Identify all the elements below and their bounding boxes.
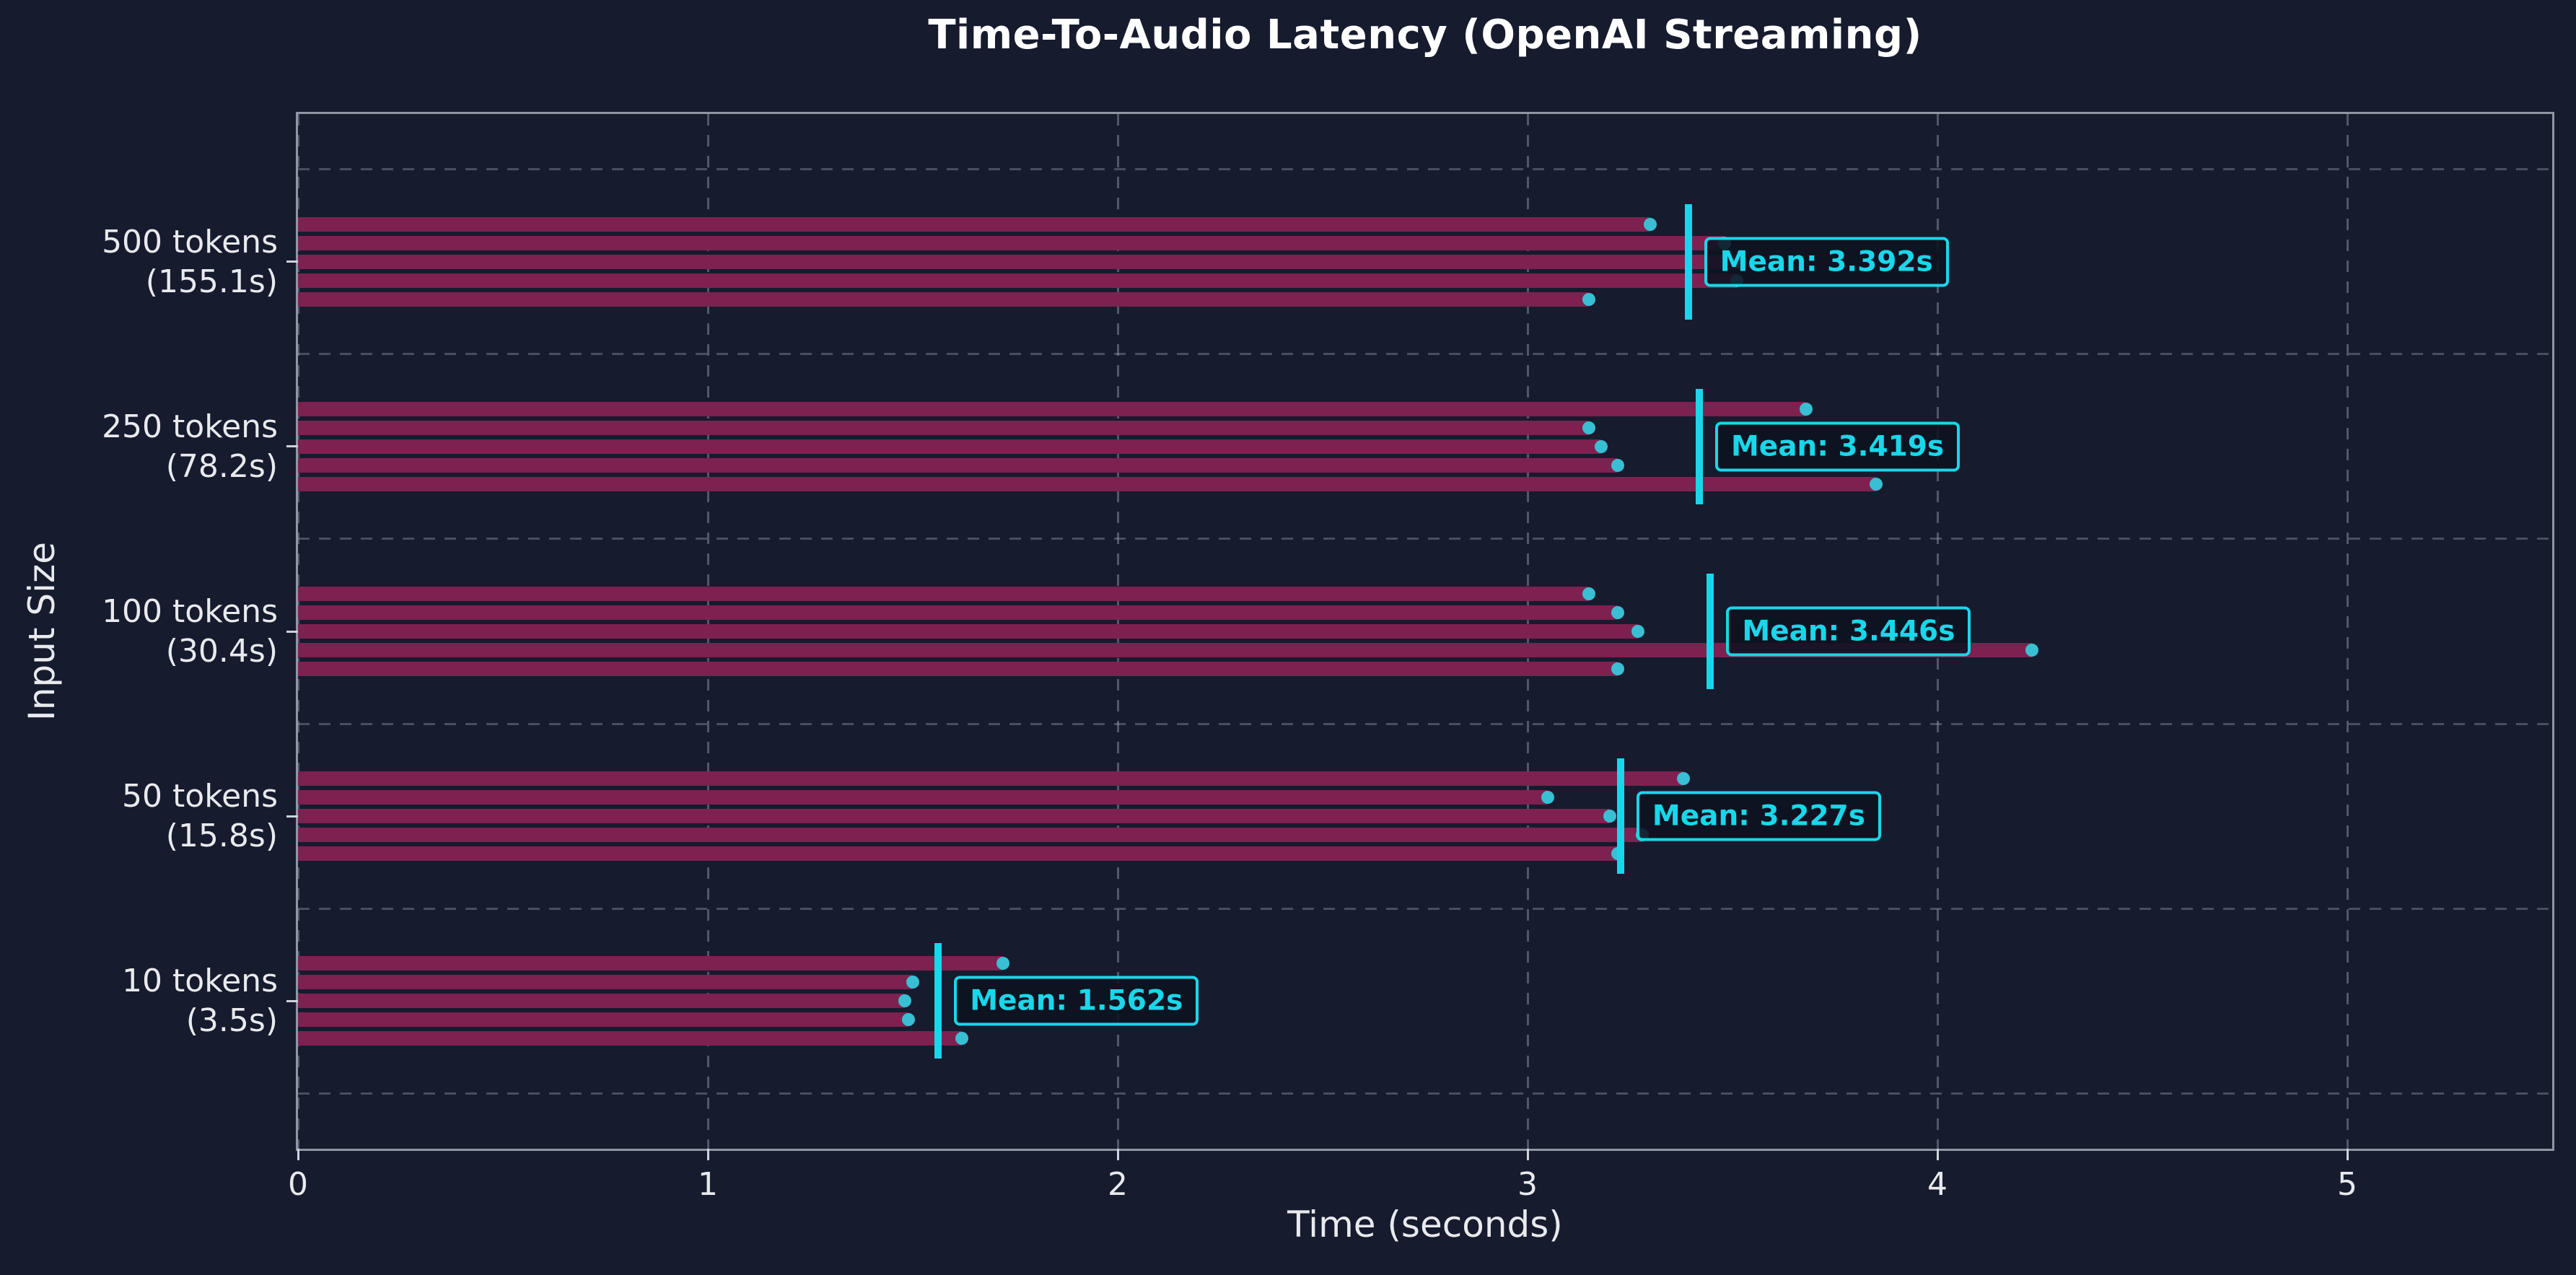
y-tick-label: 500 tokens (155.1s) (102, 222, 278, 302)
run-bar (298, 975, 913, 990)
mean-line (1684, 203, 1692, 320)
y-gridline (298, 907, 2552, 910)
run-dot (1541, 791, 1555, 805)
run-bar (298, 605, 1618, 620)
run-dot (1582, 292, 1596, 306)
run-bar (298, 643, 2032, 657)
x-tick-mark (297, 1149, 299, 1160)
run-bar (298, 254, 1741, 269)
y-category-label: 100 tokens (102, 593, 278, 630)
run-bar (298, 216, 1651, 232)
mean-line (1707, 574, 1714, 689)
y-category-label: 10 tokens (122, 963, 278, 1000)
x-tick-label: 5 (2337, 1166, 2357, 1203)
run-dot (898, 994, 911, 1008)
run-bar (298, 292, 1590, 307)
plot-area: 0 1 2 3 4 5 500 tokens (155.1s) Mean: 3.392s 250 … (102, 112, 2554, 1203)
run-dot (1631, 625, 1645, 638)
run-bar (298, 1012, 909, 1028)
x-tick-label: 2 (1108, 1166, 1128, 1203)
mean-annotation: Mean: 3.392s (1704, 237, 1949, 287)
run-dot (1582, 587, 1596, 600)
run-bar (298, 401, 1807, 416)
run-bar (298, 624, 1639, 639)
run-dot (1800, 402, 1813, 416)
y-tick-mark (286, 815, 298, 818)
y-category-sublabel: (78.2s) (165, 447, 278, 485)
run-bar (298, 846, 1618, 862)
run-bar (298, 828, 1643, 843)
y-category-sublabel: (30.4s) (165, 633, 278, 670)
run-bar (298, 994, 905, 1009)
y-gridline (298, 538, 2552, 540)
x-gridline (2346, 114, 2349, 1149)
mean-annotation: Mean: 3.227s (1636, 791, 1882, 841)
run-dot (1676, 772, 1690, 786)
run-dot (1595, 439, 1608, 453)
run-bar (298, 457, 1618, 473)
run-bar (298, 790, 1548, 805)
x-tick-mark (1936, 1149, 1939, 1160)
run-bar (298, 273, 1737, 288)
mean-line (934, 943, 942, 1059)
y-tick-mark (286, 445, 298, 448)
run-bar (298, 809, 1610, 824)
run-bar (298, 476, 1876, 491)
run-bar (298, 420, 1590, 435)
run-bar (298, 1031, 963, 1046)
chart-title: Time-To-Audio Latency (OpenAI Streaming) (928, 12, 1922, 58)
x-tick-label: 1 (698, 1166, 718, 1203)
run-bar (298, 771, 1683, 787)
run-dot (1644, 217, 1657, 231)
y-gridline (298, 722, 2552, 725)
mean-annotation: Mean: 3.419s (1714, 421, 1961, 472)
y-tick-mark (286, 999, 298, 1002)
y-tick-mark (286, 260, 298, 263)
run-bar (298, 587, 1590, 601)
run-dot (1582, 421, 1596, 434)
run-dot (1611, 662, 1624, 675)
run-bar (298, 956, 1003, 971)
run-bar (298, 439, 1602, 454)
run-dot (1611, 606, 1624, 619)
x-tick-mark (1116, 1149, 1119, 1160)
run-dot (955, 1032, 969, 1046)
run-dot (902, 1013, 916, 1027)
y-gridline (298, 168, 2552, 171)
run-dot (1611, 458, 1624, 472)
run-dot (1603, 810, 1616, 823)
y-gridline (298, 353, 2552, 356)
y-category-sublabel: (3.5s) (185, 1002, 278, 1040)
x-tick-label: 0 (288, 1166, 308, 1203)
run-dot (1869, 477, 1883, 491)
y-category-label: 250 tokens (102, 408, 278, 445)
y-axis-label: Input Size (21, 542, 63, 721)
x-tick-mark (706, 1149, 709, 1160)
run-bar (298, 235, 1725, 250)
run-dot (996, 957, 1009, 971)
x-tick-label: 3 (1517, 1166, 1538, 1203)
mean-annotation: Mean: 1.562s (954, 976, 1199, 1026)
y-tick-label: 50 tokens (15.8s) (122, 776, 278, 856)
run-dot (2025, 644, 2038, 657)
y-gridline (298, 1092, 2552, 1095)
mean-line (1616, 758, 1624, 875)
mean-annotation: Mean: 3.446s (1726, 606, 1971, 657)
y-category-sublabel: (155.1s) (145, 263, 278, 300)
mean-line (1695, 388, 1703, 504)
y-tick-mark (286, 630, 298, 633)
x-tick-mark (1526, 1149, 1529, 1160)
y-tick-label: 250 tokens (78.2s) (102, 407, 278, 486)
y-category-sublabel: (15.8s) (165, 818, 278, 855)
run-bar (298, 662, 1618, 676)
x-tick-mark (2346, 1149, 2349, 1160)
y-category-label: 500 tokens (102, 223, 278, 260)
y-tick-label: 100 tokens (30.4s) (102, 592, 278, 671)
y-tick-label: 10 tokens (3.5s) (122, 961, 278, 1040)
x-tick-label: 4 (1927, 1166, 1948, 1203)
run-dot (906, 976, 919, 989)
x-axis-label: Time (seconds) (1287, 1204, 1563, 1245)
y-category-label: 50 tokens (122, 778, 278, 815)
